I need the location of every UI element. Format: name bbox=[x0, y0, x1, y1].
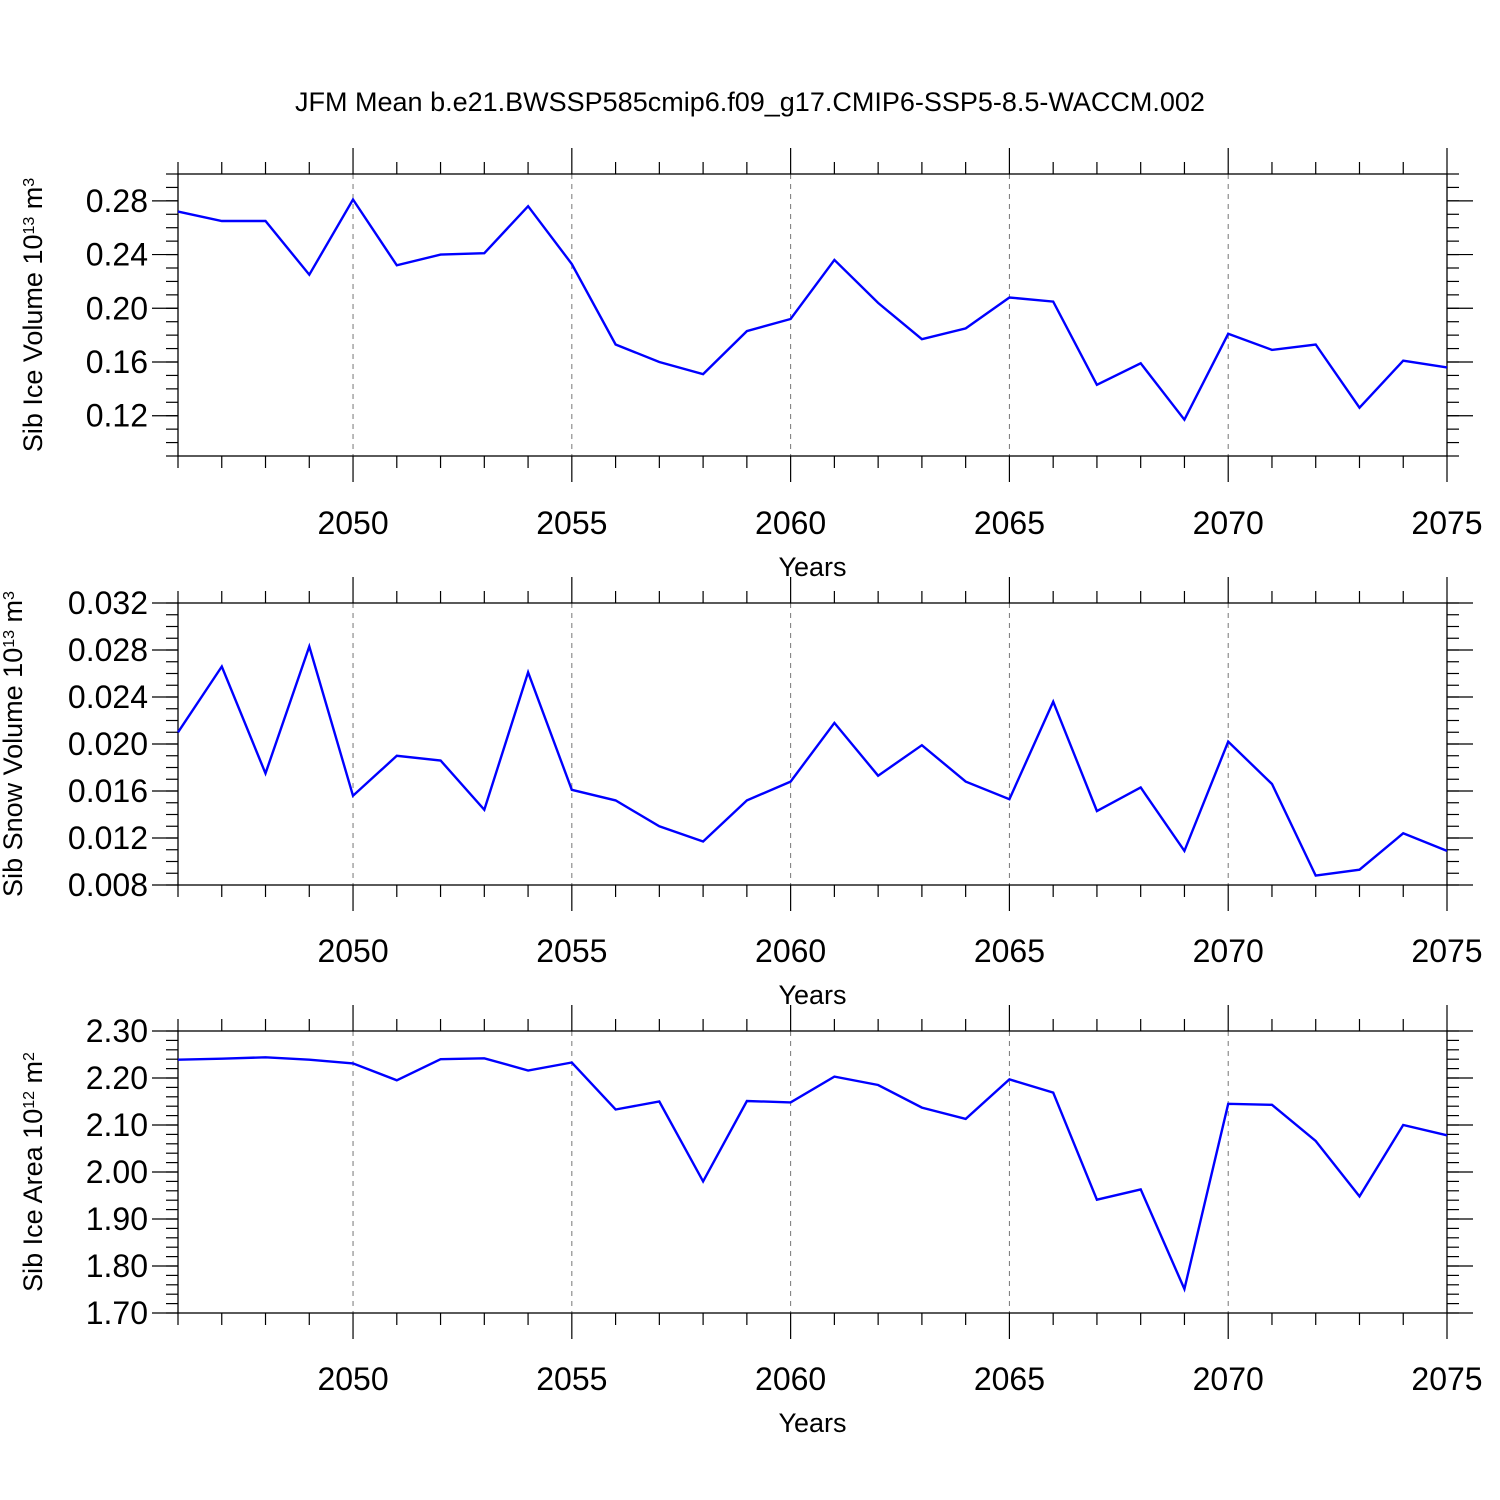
y-label-exponent: 13 bbox=[1, 630, 18, 648]
y-axis-label: Sib Snow Volume 1013 m3 bbox=[0, 591, 28, 897]
y-tick-label: 0.016 bbox=[68, 773, 148, 809]
y-tick-label: 0.008 bbox=[68, 867, 148, 903]
y-label-unit-exponent: 3 bbox=[21, 178, 38, 187]
series-line bbox=[177, 197, 1448, 422]
y-tick-label: 1.90 bbox=[86, 1201, 148, 1237]
y-tick-label: 0.20 bbox=[86, 290, 148, 326]
panel-ice-volume: 0.12 0.16 0.20 0.24 0.28 2050 2055 2060 2065 2070… bbox=[18, 148, 1483, 582]
y-label-exponent: 13 bbox=[21, 217, 38, 235]
x-tick-label: 2050 bbox=[317, 505, 388, 541]
x-axis-label: Years bbox=[778, 552, 846, 582]
y-tick-label: 0.020 bbox=[68, 726, 148, 762]
x-tick-label: 2065 bbox=[974, 1361, 1045, 1397]
x-tick-label: 2075 bbox=[1411, 1361, 1482, 1397]
y-tick-label: 1.70 bbox=[86, 1295, 148, 1331]
y-tick-label: 0.028 bbox=[68, 632, 148, 668]
x-tick-label: 2060 bbox=[755, 505, 826, 541]
y-label-unit: m bbox=[18, 1061, 48, 1091]
panel-snow-volume: 0.008 0.012 0.016 0.020 0.024 0.028 0.032 2050 2… bbox=[0, 577, 1483, 1010]
x-tick-label: 2070 bbox=[1193, 1361, 1264, 1397]
y-tick-label: 0.16 bbox=[86, 344, 148, 380]
x-tick-label: 2075 bbox=[1411, 933, 1482, 969]
x-tick-label: 2055 bbox=[536, 505, 607, 541]
y-tick-label: 0.012 bbox=[68, 820, 148, 856]
y-tick-label: 0.032 bbox=[68, 585, 148, 621]
y-label-text: Sib Ice Area 10 bbox=[18, 1109, 48, 1292]
y-label-unit-exponent: 2 bbox=[21, 1052, 38, 1061]
y-label-unit: m bbox=[0, 600, 28, 630]
y-label-unit: m bbox=[18, 187, 48, 217]
x-tick-label: 2075 bbox=[1411, 505, 1482, 541]
x-tick-label: 2050 bbox=[317, 933, 388, 969]
y-tick-label: 2.00 bbox=[86, 1154, 148, 1190]
figure-title: JFM Mean b.e21.BWSSP585cmip6.f09_g17.CMI… bbox=[295, 87, 1205, 117]
x-tick-label: 2065 bbox=[974, 505, 1045, 541]
panel-ice-area: 1.70 1.80 1.90 2.00 2.10 2.20 2.30 2050 2055 2060… bbox=[18, 1005, 1483, 1438]
y-axis-label: Sib Ice Area 1012 m2 bbox=[18, 1052, 48, 1292]
y-tick-label: 0.024 bbox=[68, 679, 148, 715]
y-tick-label: 2.20 bbox=[86, 1060, 148, 1096]
series-line bbox=[177, 642, 1448, 877]
x-tick-label: 2055 bbox=[536, 1361, 607, 1397]
x-tick-label: 2060 bbox=[755, 1361, 826, 1397]
x-axis-label: Years bbox=[778, 980, 846, 1010]
x-tick-label: 2070 bbox=[1193, 505, 1264, 541]
x-tick-label: 2055 bbox=[536, 933, 607, 969]
x-tick-label: 2070 bbox=[1193, 933, 1264, 969]
y-label-unit-exponent: 3 bbox=[1, 591, 18, 600]
y-tick-label: 1.80 bbox=[86, 1248, 148, 1284]
y-tick-label: 0.12 bbox=[86, 398, 148, 434]
y-tick-label: 2.10 bbox=[86, 1107, 148, 1143]
y-label-text: Sib Snow Volume 10 bbox=[0, 648, 28, 897]
plot-frame bbox=[177, 173, 1448, 457]
y-tick-label: 2.30 bbox=[86, 1013, 148, 1049]
y-label-exponent: 12 bbox=[21, 1091, 38, 1109]
y-label-text: Sib Ice Volume 10 bbox=[18, 235, 48, 453]
x-tick-label: 2050 bbox=[317, 1361, 388, 1397]
series-line bbox=[177, 1056, 1448, 1293]
x-axis-label: Years bbox=[778, 1408, 846, 1438]
x-tick-label: 2065 bbox=[974, 933, 1045, 969]
y-tick-label: 0.28 bbox=[86, 183, 148, 219]
x-tick-label: 2060 bbox=[755, 933, 826, 969]
y-axis-label: Sib Ice Volume 1013 m3 bbox=[18, 178, 48, 452]
y-tick-label: 0.24 bbox=[86, 237, 148, 273]
